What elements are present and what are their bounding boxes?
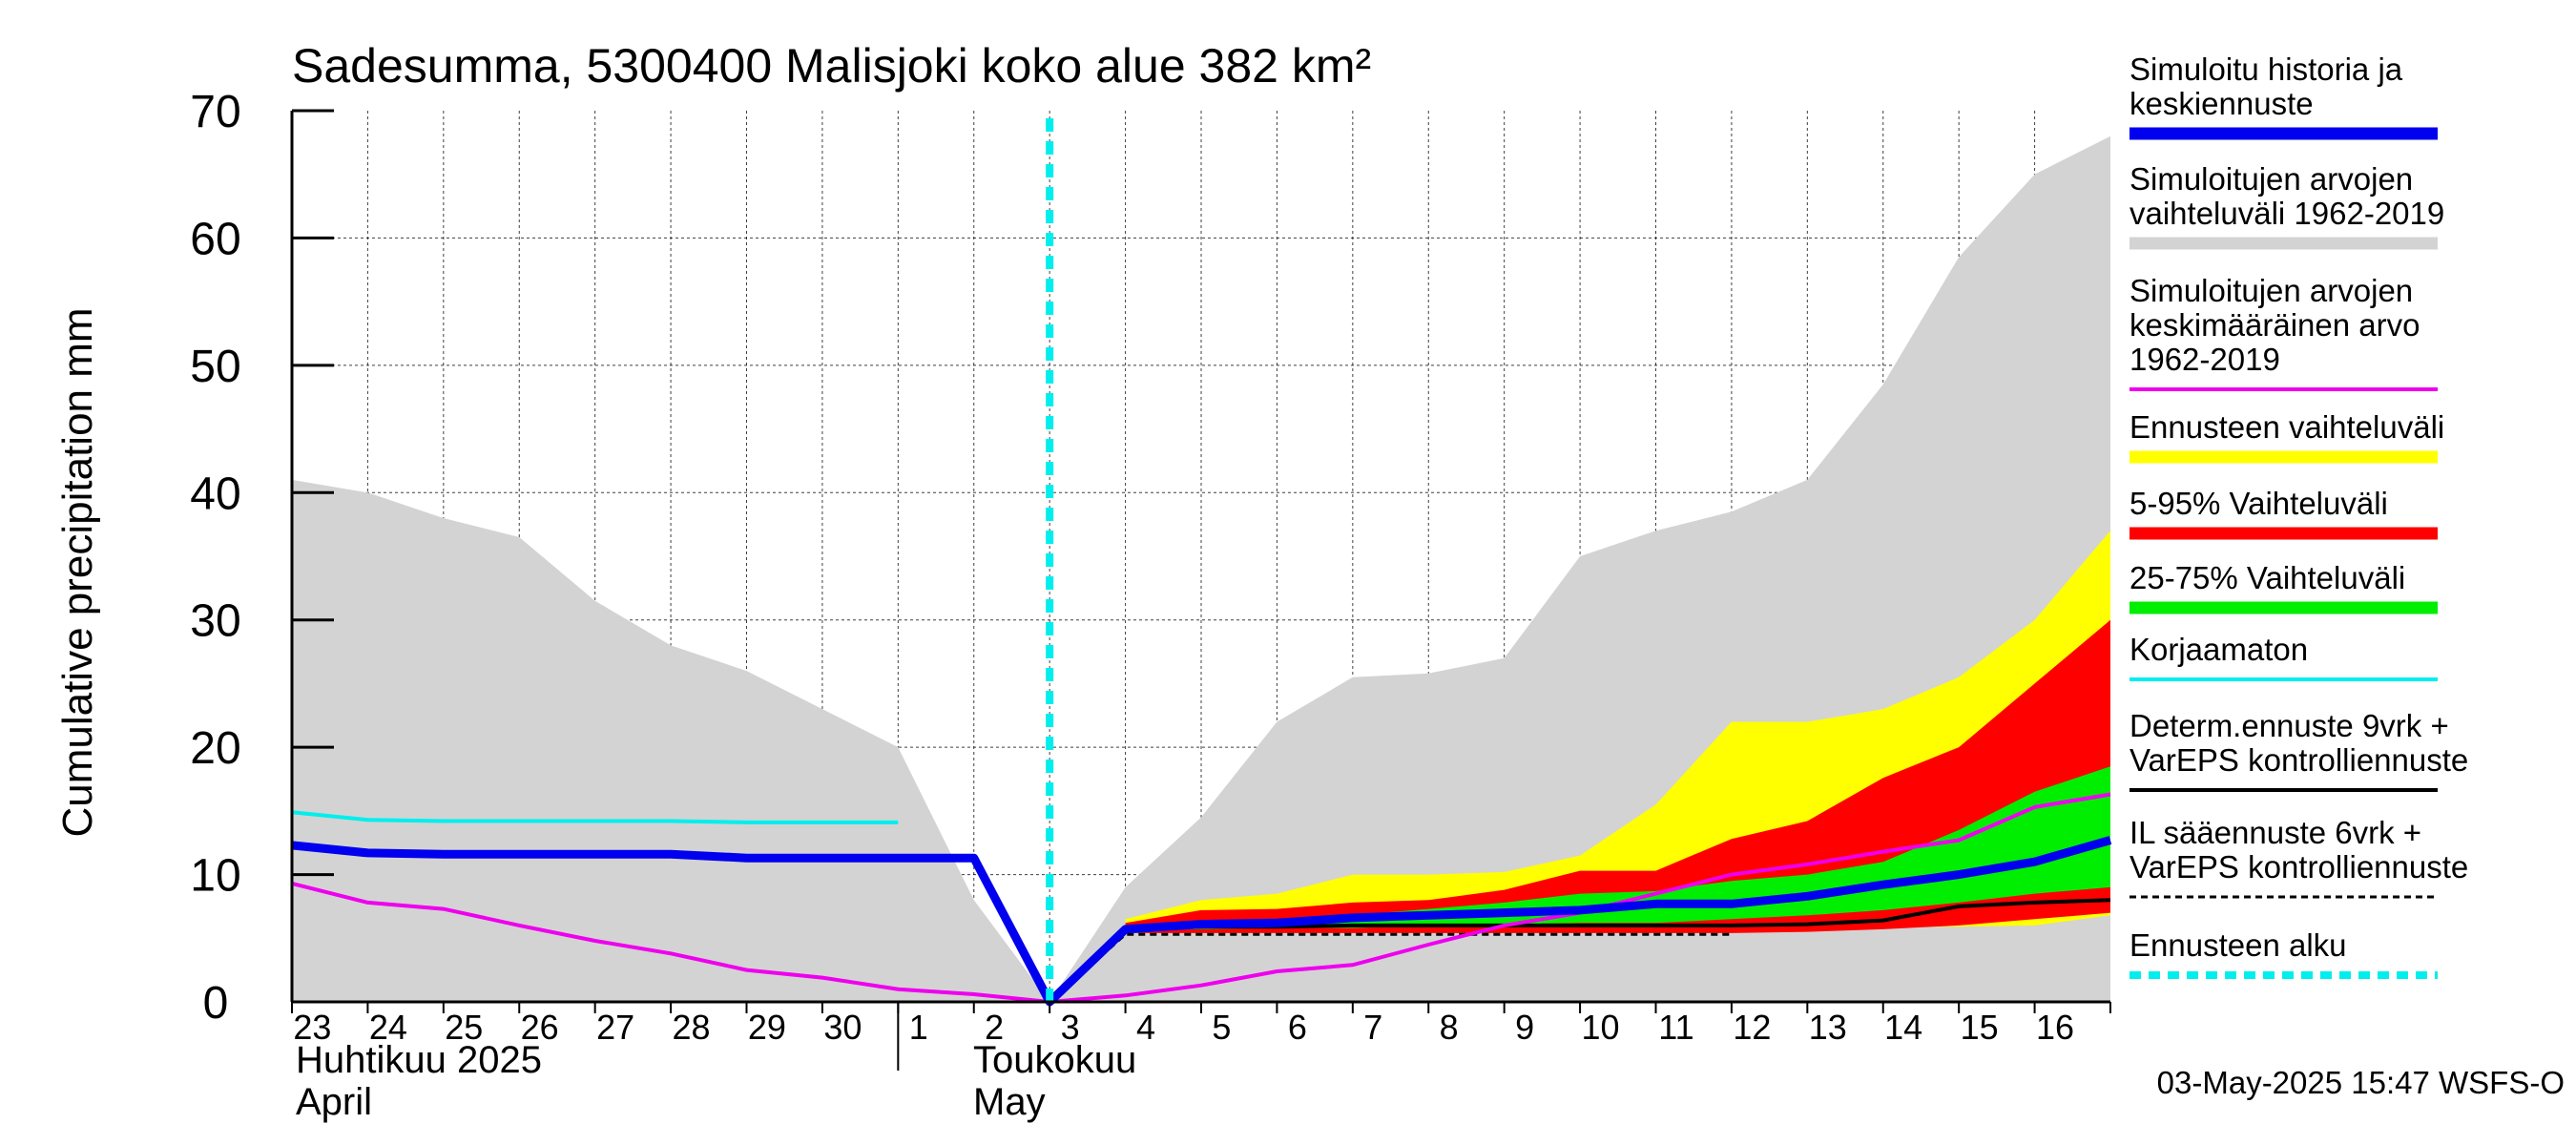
x-tick-label: 12 bbox=[1733, 1008, 1771, 1047]
legend-label-forecast_start: Ennusteen alku bbox=[2129, 927, 2347, 963]
y-tick-label: 10 bbox=[190, 851, 240, 902]
uncorrected-line bbox=[291, 810, 899, 824]
legend-label-sim_range: vaihteluväli 1962-2019 bbox=[2129, 196, 2444, 231]
x-tick-label: 27 bbox=[596, 1008, 634, 1047]
x-tick-label: 16 bbox=[2036, 1008, 2074, 1047]
legend-label-p5_95: 5-95% Vaihteluväli bbox=[2129, 486, 2388, 521]
x-tick-label: 13 bbox=[1809, 1008, 1847, 1047]
y-axis-label: Cumulative precipitation mm bbox=[54, 307, 101, 837]
legend-label-sim_history_mean: Simuloitu historia ja bbox=[2129, 52, 2403, 87]
x-tick-label: 9 bbox=[1515, 1008, 1534, 1047]
x-tick-label: 11 bbox=[1658, 1008, 1693, 1047]
footer-timestamp: 03-May-2025 15:47 WSFS-O bbox=[2157, 1065, 2565, 1100]
legend-label-sim_mean_1962_2019: 1962-2019 bbox=[2129, 342, 2280, 377]
x-tick-label: 5 bbox=[1212, 1008, 1231, 1047]
x-tick-label: 26 bbox=[521, 1008, 559, 1047]
legend-label-sim_history_mean: keskiennuste bbox=[2129, 86, 2314, 121]
legend-label-determ: Determ.ennuste 9vrk + bbox=[2129, 708, 2449, 743]
x-tick-label: 23 bbox=[293, 1008, 331, 1047]
legend-label-il_forecast: VarEPS kontrolliennuste bbox=[2129, 849, 2468, 885]
simulated-history-line bbox=[291, 836, 2112, 1007]
x-tick-label: 30 bbox=[823, 1008, 862, 1047]
legend-label-determ: VarEPS kontrolliennuste bbox=[2129, 742, 2468, 778]
x-tick-label: 1 bbox=[909, 1008, 928, 1047]
x-tick-label: 4 bbox=[1136, 1008, 1155, 1047]
x-tick-label: 25 bbox=[445, 1008, 483, 1047]
chart-title: Sadesumma, 5300400 Malisjoki koko alue 3… bbox=[292, 39, 1371, 93]
month-label-may-fi: Toukokuu bbox=[973, 1039, 1136, 1081]
y-tick-label: 70 bbox=[190, 87, 240, 137]
simulated-range-band bbox=[292, 135, 2110, 1002]
legend-label-il_forecast: IL sääennuste 6vrk + bbox=[2129, 815, 2421, 850]
month-label-may-en: May bbox=[973, 1081, 1046, 1123]
simulated-mean-line bbox=[291, 792, 2111, 1005]
legend-label-forecast_full: Ennusteen vaihteluväli bbox=[2129, 409, 2444, 445]
legend-label-sim_range: Simuloitujen arvojen bbox=[2129, 161, 2413, 197]
y-tick-label: 40 bbox=[190, 468, 240, 519]
legend-label-p25_75: 25-75% Vaihteluväli bbox=[2129, 560, 2405, 595]
month-label-april-fi: Huhtikuu 2025 bbox=[296, 1039, 542, 1081]
x-tick-label: 8 bbox=[1440, 1008, 1459, 1047]
legend-label-sim_mean_1962_2019: keskimääräinen arvo bbox=[2129, 307, 2420, 343]
y-tick-label: 0 bbox=[203, 978, 229, 1029]
y-tick-label: 60 bbox=[190, 214, 240, 264]
x-tick-label: 28 bbox=[673, 1008, 711, 1047]
x-tick-label: 29 bbox=[748, 1008, 786, 1047]
legend-label-korjaamaton: Korjaamaton bbox=[2129, 632, 2308, 667]
x-tick-label: 6 bbox=[1288, 1008, 1307, 1047]
x-tick-label: 24 bbox=[369, 1008, 407, 1047]
x-tick-label: 15 bbox=[1961, 1008, 1999, 1047]
x-tick-label: 10 bbox=[1582, 1008, 1620, 1047]
x-tick-label: 14 bbox=[1884, 1008, 1922, 1047]
y-tick-label: 20 bbox=[190, 723, 240, 774]
x-tick-label: 7 bbox=[1363, 1008, 1382, 1047]
x-tick-label: 3 bbox=[1061, 1008, 1080, 1047]
y-tick-label: 30 bbox=[190, 596, 240, 647]
legend-label-sim_mean_1962_2019: Simuloitujen arvojen bbox=[2129, 273, 2413, 308]
y-tick-label: 50 bbox=[190, 342, 240, 392]
x-tick-label: 2 bbox=[985, 1008, 1004, 1047]
il-forecast-line bbox=[1049, 932, 1732, 1004]
month-label-april-en: April bbox=[296, 1081, 372, 1123]
